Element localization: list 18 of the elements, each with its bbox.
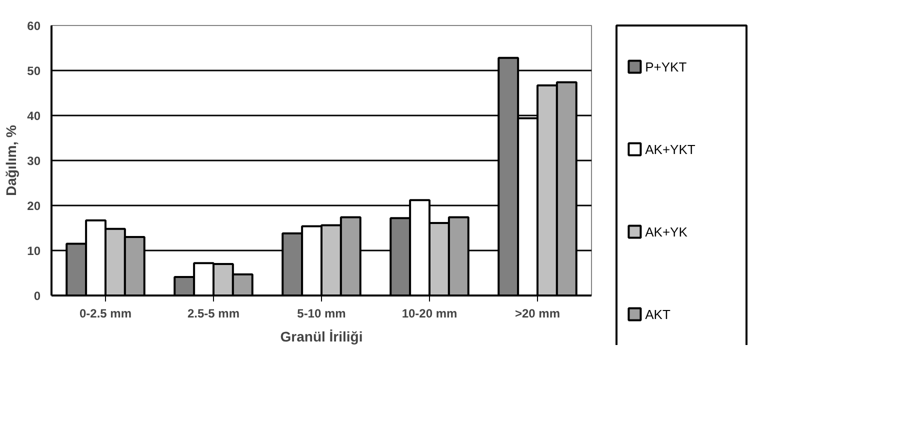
x-tick-label: 2.5-5 mm	[187, 306, 240, 320]
x-tick-label: 0-2.5 mm	[79, 306, 132, 320]
legend-label: AK+YKT	[645, 142, 696, 157]
x-axis-title: Granül İriliği	[280, 328, 363, 344]
y-tick-label: 10	[27, 244, 41, 258]
y-tick-label: 20	[27, 199, 41, 213]
x-tick-label: 5-10 mm	[297, 306, 346, 320]
x-tick-label: >20 mm	[514, 306, 560, 320]
y-tick-label: 30	[27, 154, 41, 168]
legend-label: P+YKT	[645, 59, 687, 74]
y-tick-label: 0	[34, 289, 41, 303]
legend-label: AK+YK	[645, 224, 688, 240]
y-axis-title: Dağılım, %	[3, 124, 20, 196]
legend-label: AKT	[645, 306, 670, 322]
y-tick-label: 40	[27, 109, 41, 123]
x-tick-label: 10-20 mm	[402, 306, 458, 320]
y-tick-label: 50	[27, 64, 41, 78]
y-tick-label: 60	[27, 19, 41, 33]
